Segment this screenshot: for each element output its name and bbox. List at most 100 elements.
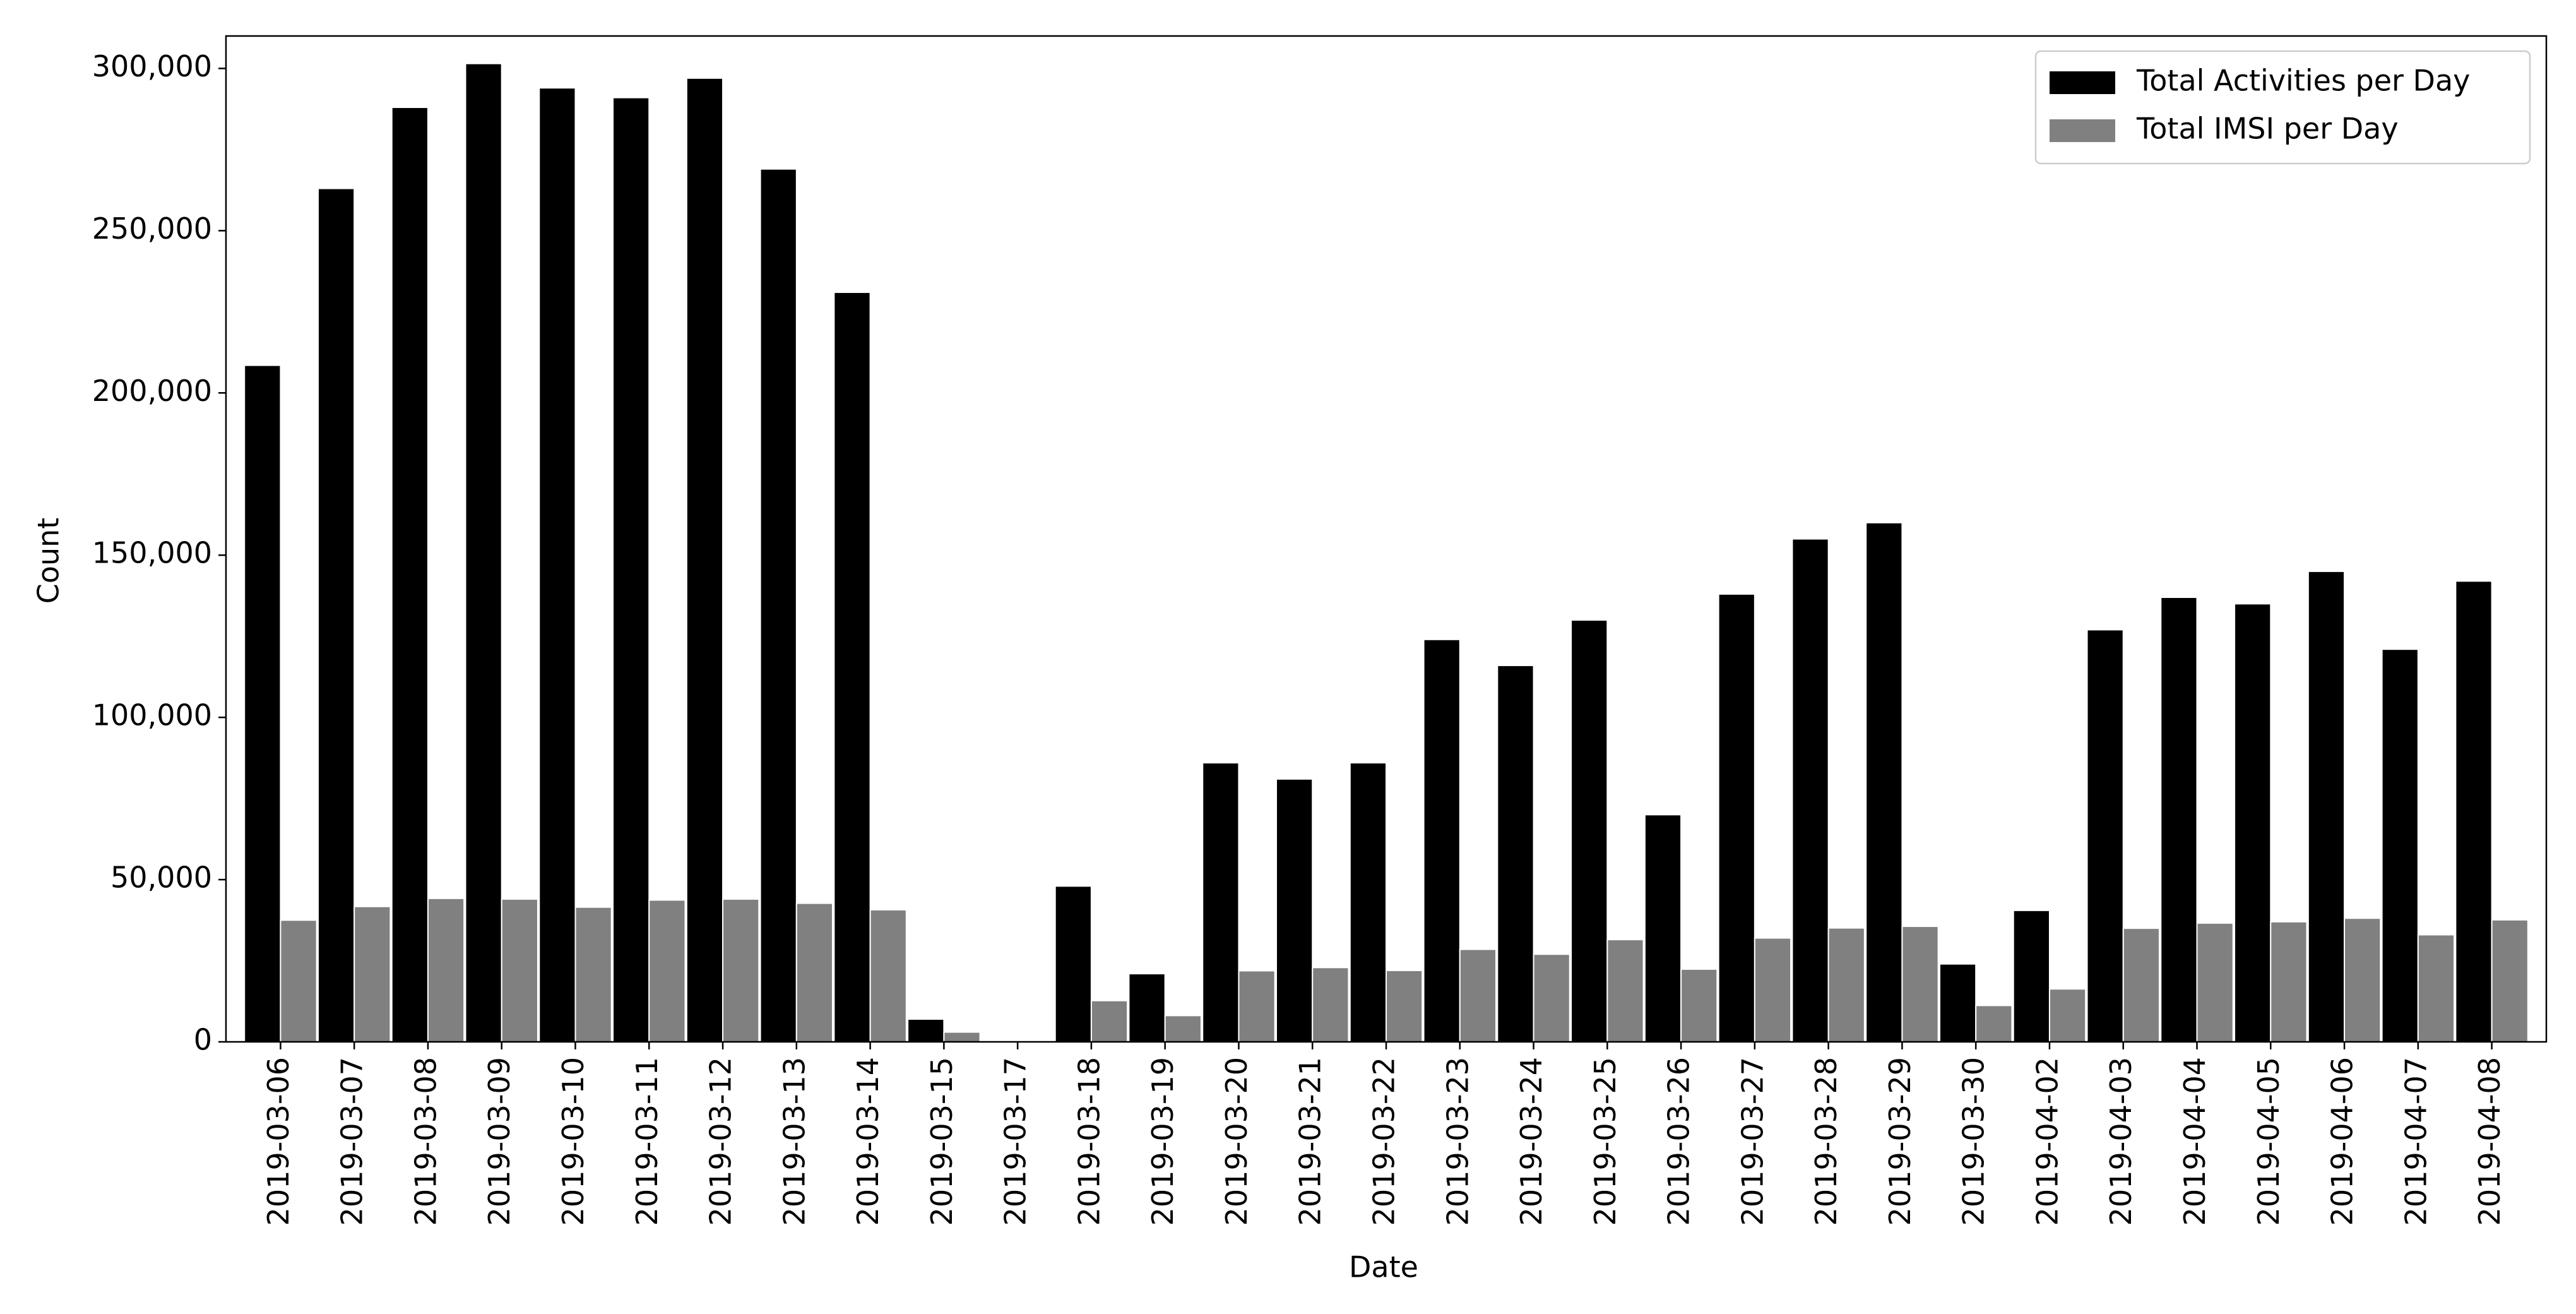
x-tick-label: 2019-03-28: [1809, 1057, 1843, 1226]
bar: [2196, 922, 2234, 1042]
bar: [1312, 967, 1350, 1043]
bar: [2307, 570, 2346, 1042]
x-tick-label: 2019-04-06: [2325, 1057, 2359, 1226]
bar: [1938, 963, 1977, 1043]
bar: [612, 97, 650, 1042]
x-tick-label: 2019-03-27: [1735, 1057, 1769, 1226]
bar: [943, 1031, 981, 1042]
x-tick-label: 2019-03-12: [704, 1057, 738, 1226]
bar: [1090, 1000, 1129, 1043]
bar: [2270, 921, 2308, 1043]
bar: [1680, 968, 1718, 1043]
x-tick-label: 2019-04-04: [2178, 1057, 2212, 1226]
bar: [501, 898, 538, 1042]
x-tick-label: 2019-03-07: [335, 1057, 369, 1226]
bar: [869, 909, 907, 1042]
y-tick-label: 50,000: [110, 861, 212, 895]
y-tick-label: 250,000: [92, 212, 212, 246]
bar: [907, 1018, 945, 1043]
x-tick-label: 2019-03-08: [408, 1057, 442, 1226]
bar: [1054, 885, 1092, 1042]
x-tick-label: 2019-03-22: [1367, 1057, 1401, 1226]
bar: [1423, 638, 1461, 1042]
x-tick-label: 2019-04-08: [2472, 1057, 2507, 1226]
x-tick-label: 2019-03-06: [261, 1057, 295, 1226]
bar: [353, 905, 391, 1043]
x-tick-label: 2019-03-15: [925, 1057, 959, 1226]
bar: [1276, 778, 1314, 1042]
x-tick-label: 2019-03-21: [1293, 1057, 1327, 1226]
bar: [1202, 762, 1240, 1042]
bar: [2234, 603, 2272, 1042]
bar: [2491, 919, 2529, 1043]
bar: [2417, 934, 2455, 1043]
x-tick-label: 2019-03-11: [630, 1057, 664, 1226]
bar: [2048, 988, 2087, 1042]
y-tick-label: 200,000: [92, 374, 212, 408]
x-tick-label: 2019-03-18: [1072, 1057, 1106, 1226]
legend-label: Total Activities per Day: [2136, 64, 2470, 98]
x-tick-label: 2019-03-09: [482, 1057, 516, 1226]
bar: [2012, 909, 2050, 1042]
bar: [280, 919, 318, 1042]
x-tick-label: 2019-03-20: [1220, 1057, 1254, 1226]
bar: [391, 107, 429, 1042]
x-tick-label: 2019-03-10: [556, 1057, 590, 1226]
bar: [648, 899, 686, 1042]
y-tick-label: 0: [194, 1023, 212, 1057]
bar: [465, 63, 502, 1042]
bar: [1644, 814, 1682, 1042]
bar: [317, 188, 355, 1042]
bar: [1865, 522, 1903, 1042]
bar: [722, 898, 760, 1042]
bar: [574, 906, 612, 1042]
x-tick-label: 2019-03-17: [999, 1057, 1033, 1226]
y-axis-label: Count: [32, 518, 66, 604]
x-tick-label: 2019-03-19: [1146, 1057, 1180, 1226]
y-tick-label: 300,000: [92, 49, 212, 83]
x-tick-label: 2019-03-30: [1957, 1057, 1991, 1226]
x-axis-label: Date: [1349, 1250, 1418, 1284]
legend-swatch: [2050, 119, 2115, 142]
x-tick-label: 2019-04-05: [2252, 1057, 2286, 1226]
x-tick-label: 2019-03-25: [1588, 1057, 1622, 1226]
x-tick-label: 2019-03-24: [1514, 1057, 1548, 1226]
bar: [1238, 970, 1276, 1043]
bar: [2122, 928, 2160, 1042]
x-tick-label: 2019-04-07: [2399, 1057, 2433, 1226]
legend-label: Total IMSI per Day: [2136, 112, 2399, 146]
bar: [2086, 629, 2124, 1042]
bar: [1386, 969, 1423, 1042]
bar: [759, 168, 797, 1042]
bar: [1570, 619, 1608, 1042]
y-tick-label: 150,000: [92, 536, 212, 570]
plot-frame: [225, 35, 2548, 1043]
bar: [1459, 948, 1497, 1042]
bar: [1533, 953, 1570, 1043]
bar: [244, 364, 282, 1043]
legend-swatch: [2050, 71, 2115, 94]
bar: [1128, 973, 1166, 1042]
bar: [538, 87, 576, 1042]
bar: [1901, 926, 1939, 1042]
bar: [2160, 596, 2198, 1042]
bar: [1718, 593, 1755, 1042]
bar: [2381, 648, 2419, 1043]
bar: [686, 77, 724, 1042]
x-tick-label: 2019-04-02: [2030, 1057, 2064, 1226]
bar: [1606, 939, 1644, 1042]
bar: [1164, 1015, 1202, 1043]
legend-box: [2034, 50, 2531, 165]
bar: [1791, 538, 1829, 1042]
x-tick-label: 2019-03-23: [1440, 1057, 1475, 1226]
bar: [2344, 917, 2382, 1043]
bar: [1754, 937, 1792, 1042]
x-tick-label: 2019-04-03: [2104, 1057, 2138, 1226]
x-tick-label: 2019-03-29: [1883, 1057, 1917, 1226]
x-tick-label: 2019-03-14: [851, 1057, 885, 1226]
x-tick-label: 2019-03-26: [1662, 1057, 1696, 1226]
bar: [1349, 762, 1387, 1042]
bar: [427, 897, 465, 1042]
